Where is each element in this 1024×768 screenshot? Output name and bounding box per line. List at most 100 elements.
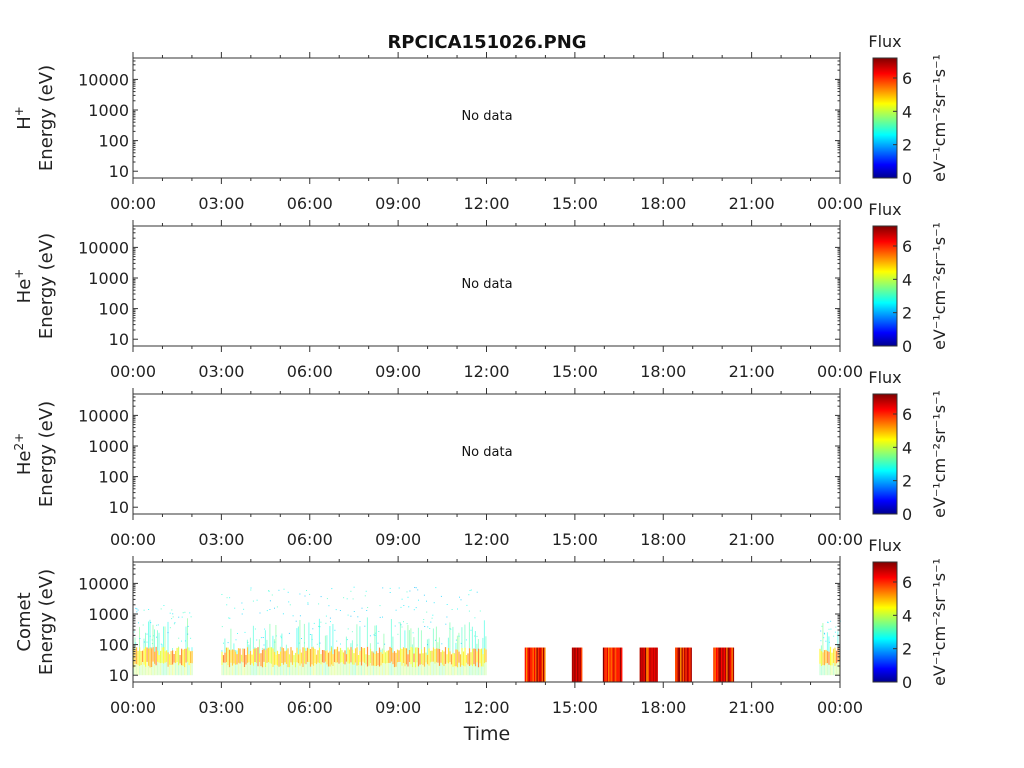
comet-low-column — [405, 664, 408, 676]
comet-core-column — [476, 651, 478, 663]
comet-scatter-dot — [374, 634, 376, 636]
comet-core-column — [344, 650, 346, 665]
comet-low-column — [249, 664, 252, 676]
x-tick-label: 12:00 — [463, 698, 509, 717]
comet-core-column — [320, 654, 322, 665]
y-axis-species: He — [14, 451, 35, 476]
comet-mid-column — [151, 647, 152, 649]
comet-scatter-dot — [278, 589, 280, 591]
comet-low-column — [366, 666, 369, 676]
comet-core-column — [293, 655, 295, 663]
comet-scatter-dot — [259, 612, 261, 614]
comet-mid-column — [134, 637, 136, 649]
comet-scatter-dot — [830, 628, 832, 630]
comet-scatter-dot — [184, 611, 186, 613]
y-tick-label: 100 — [98, 300, 129, 319]
comet-low-column — [485, 662, 487, 676]
comet-scatter-dot — [182, 612, 184, 614]
y-tick-label: 1000 — [88, 269, 129, 288]
intense-block-column — [677, 647, 679, 682]
comet-low-column — [414, 667, 417, 676]
comet-scatter-dot — [150, 622, 152, 624]
comet-low-column — [315, 664, 318, 676]
intense-block-column — [536, 647, 538, 682]
comet-low-column — [353, 664, 355, 676]
comet-low-column — [428, 665, 430, 676]
comet-mid-column — [308, 622, 310, 649]
comet-core-column — [188, 650, 190, 666]
comet-low-column — [290, 662, 292, 676]
comet-scatter-dot — [455, 639, 457, 641]
comet-core-column — [167, 652, 169, 667]
comet-mid-column — [285, 644, 287, 651]
comet-low-column — [435, 662, 438, 676]
comet-scatter-dot — [823, 637, 825, 639]
comet-low-column — [263, 661, 265, 676]
comet-mid-column — [453, 653, 455, 654]
comet-scatter-dot — [178, 616, 180, 618]
comet-scatter-dot — [312, 628, 314, 630]
comet-core-column — [404, 647, 406, 667]
comet-scatter-dot — [466, 604, 468, 606]
comet-scatter-dot — [409, 590, 411, 592]
comet-core-column — [317, 650, 319, 663]
comet-scatter-dot — [820, 630, 822, 632]
intense-block-column — [609, 647, 611, 682]
comet-low-column — [444, 664, 447, 676]
comet-low-column — [402, 663, 405, 676]
comet-scatter-dot — [280, 637, 282, 639]
intense-block-column — [602, 647, 605, 682]
comet-low-column — [404, 666, 406, 676]
comet-scatter-dot — [446, 616, 448, 618]
comet-scatter-dot — [136, 611, 138, 613]
comet-low-column — [347, 663, 349, 676]
comet-core-column — [341, 650, 343, 663]
comet-mid-column — [375, 625, 377, 652]
comet-low-column — [257, 666, 259, 676]
comet-core-column — [348, 649, 351, 664]
x-tick-label: 15:00 — [552, 530, 598, 549]
comet-core-column — [477, 648, 480, 668]
comet-scatter-dot — [823, 632, 825, 634]
comet-scatter-dot — [320, 596, 322, 598]
intense-block-column — [526, 647, 528, 682]
intense-block-column — [646, 647, 648, 682]
comet-scatter-dot — [397, 633, 399, 635]
comet-low-column — [341, 662, 343, 676]
comet-scatter-dot — [418, 599, 419, 601]
comet-scatter-dot — [228, 617, 230, 619]
comet-low-column — [834, 666, 836, 676]
comet-scatter-dot — [828, 641, 830, 643]
comet-scatter-dot — [173, 623, 175, 625]
comet-core-column — [333, 649, 336, 663]
comet-low-column — [413, 662, 415, 676]
comet-core-column — [356, 647, 358, 666]
comet-core-column — [164, 651, 166, 663]
no-data-label: No data — [461, 277, 512, 292]
comet-scatter-dot — [250, 587, 252, 589]
comet-mid-column — [407, 625, 409, 655]
comet-low-column — [254, 662, 256, 676]
y-tick-label: 100 — [98, 468, 129, 487]
comet-scatter-dot — [304, 595, 306, 597]
x-tick-label: 18:00 — [640, 698, 686, 717]
comet-scatter-dot — [403, 621, 404, 623]
comet-low-column — [372, 665, 375, 676]
comet-mid-column — [449, 622, 451, 652]
comet-core-column — [297, 654, 300, 664]
comet-core-column — [387, 650, 390, 663]
comet-core-column — [149, 647, 151, 668]
comet-scatter-dot — [435, 587, 437, 589]
comet-mid-column — [185, 626, 187, 649]
comet-scatter-dot — [398, 587, 400, 589]
comet-mid-column — [249, 637, 251, 651]
intense-block-2 — [602, 647, 623, 682]
comet-scatter-dot — [330, 621, 331, 623]
comet-core-column — [290, 647, 292, 663]
comet-scatter-dot — [445, 623, 447, 625]
comet-core-column — [139, 647, 141, 666]
comet-scatter-dot — [299, 593, 301, 595]
comet-core-column — [308, 648, 310, 663]
comet-scatter-dot — [424, 626, 426, 627]
comet-core-column — [263, 648, 265, 662]
